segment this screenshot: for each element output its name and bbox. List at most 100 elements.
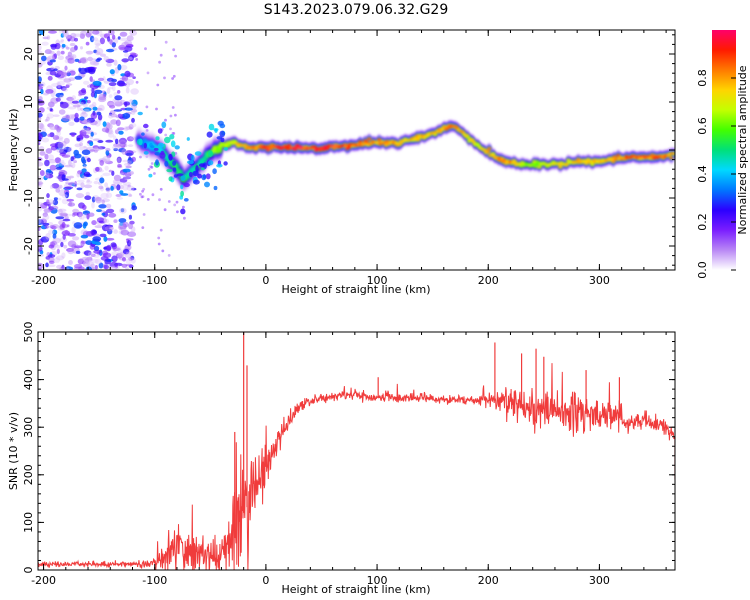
noise-speck — [150, 162, 154, 165]
noise-speck — [93, 196, 102, 202]
noise-speck — [70, 47, 76, 53]
noise-speck — [129, 136, 136, 141]
noise-speck — [105, 58, 115, 64]
noise-speck — [66, 198, 75, 202]
noise-speck — [80, 217, 85, 220]
noise-speck — [115, 119, 121, 127]
noise-speck — [79, 129, 87, 137]
noise-speck — [125, 87, 130, 94]
noise-speck — [80, 107, 84, 111]
noise-speck — [118, 148, 126, 153]
noise-speck — [106, 62, 112, 67]
noise-speck — [130, 110, 136, 115]
noise-speck — [75, 193, 85, 199]
noise-speck — [102, 121, 107, 127]
noise-speck — [74, 263, 83, 269]
noise-speck — [105, 128, 110, 133]
ridge-blob — [558, 165, 563, 169]
noise-speck — [158, 60, 162, 64]
noise-speck — [72, 208, 79, 214]
noise-speck — [131, 117, 135, 123]
noise-speck — [50, 43, 58, 48]
noise-speck — [129, 99, 134, 104]
ridge-blob — [138, 138, 143, 146]
noise-speck — [58, 184, 63, 189]
noise-speck — [119, 64, 128, 71]
noise-speck — [99, 159, 104, 166]
ridge-blob — [268, 147, 274, 151]
noise-speck — [120, 208, 125, 213]
noise-speck — [122, 159, 129, 163]
noise-speck — [57, 197, 62, 201]
spectrogram-noise-region — [38, 30, 186, 270]
ridge-blob — [137, 111, 143, 116]
noise-speck — [66, 96, 74, 102]
ridge-blob — [616, 153, 621, 157]
noise-speck — [112, 179, 121, 185]
colorbar-ticks: 0.0 0.2 0.4 0.6 0.8 — [696, 69, 736, 279]
noise-speck — [47, 154, 55, 161]
x-tick-label: 0 — [262, 274, 269, 287]
ridge-blob — [398, 142, 403, 146]
noise-speck — [113, 109, 123, 112]
noise-speck — [163, 208, 167, 212]
noise-speck — [82, 204, 87, 210]
noise-speck — [58, 30, 63, 34]
noise-speck — [94, 89, 103, 94]
noise-speck — [44, 159, 50, 167]
ridge-blob — [198, 163, 206, 167]
ridge-blob — [155, 136, 160, 141]
noise-speck — [55, 255, 65, 261]
noise-speck — [71, 244, 77, 249]
noise-speck — [127, 144, 134, 148]
noise-speck — [109, 265, 117, 270]
noise-speck — [86, 157, 91, 163]
noise-speck — [83, 145, 87, 149]
noise-speck — [146, 71, 150, 75]
noise-speck — [103, 55, 109, 61]
noise-speck — [94, 39, 101, 47]
noise-speck — [81, 149, 91, 156]
noise-speck — [53, 257, 61, 263]
noise-speck — [63, 72, 68, 77]
noise-speck — [79, 33, 85, 39]
spectrogram-frame — [37, 29, 676, 271]
noise-speck — [108, 94, 113, 98]
noise-speck — [99, 169, 104, 173]
noise-speck — [86, 179, 91, 183]
ridge-blob — [188, 171, 193, 178]
noise-speck — [111, 255, 118, 263]
noise-speck — [57, 55, 64, 61]
noise-speck — [108, 82, 117, 87]
noise-speck — [38, 99, 45, 106]
noise-speck — [46, 106, 52, 110]
noise-speck — [44, 49, 52, 55]
noise-speck — [118, 139, 127, 147]
noise-speck — [98, 204, 107, 209]
noise-speck — [100, 210, 105, 213]
spectrogram-y-axis-label: Frequency (Hz) — [7, 109, 20, 192]
noise-speck — [95, 166, 100, 172]
noise-speck — [130, 88, 139, 95]
ridge-blob — [168, 176, 173, 182]
noise-speck — [151, 193, 155, 197]
y-tick-label: 20 — [22, 47, 35, 61]
noise-speck — [126, 35, 134, 42]
ridge-blob — [212, 168, 217, 175]
noise-speck — [62, 234, 66, 240]
noise-speck — [38, 76, 42, 83]
noise-speck — [99, 177, 105, 184]
noise-speck — [105, 147, 111, 152]
noise-speck — [71, 226, 76, 234]
noise-speck — [98, 185, 104, 190]
noise-speck — [172, 74, 176, 78]
noise-speck — [57, 142, 64, 149]
noise-speck — [102, 93, 107, 98]
noise-speck — [38, 244, 41, 249]
ridge-blob — [611, 160, 616, 164]
noise-speck — [38, 181, 44, 185]
ridge-blob — [161, 121, 167, 129]
noise-speck — [144, 47, 147, 51]
ridge-blob — [204, 181, 210, 188]
spectrogram-x-axis-label: Height of straight line (km) — [281, 283, 430, 296]
